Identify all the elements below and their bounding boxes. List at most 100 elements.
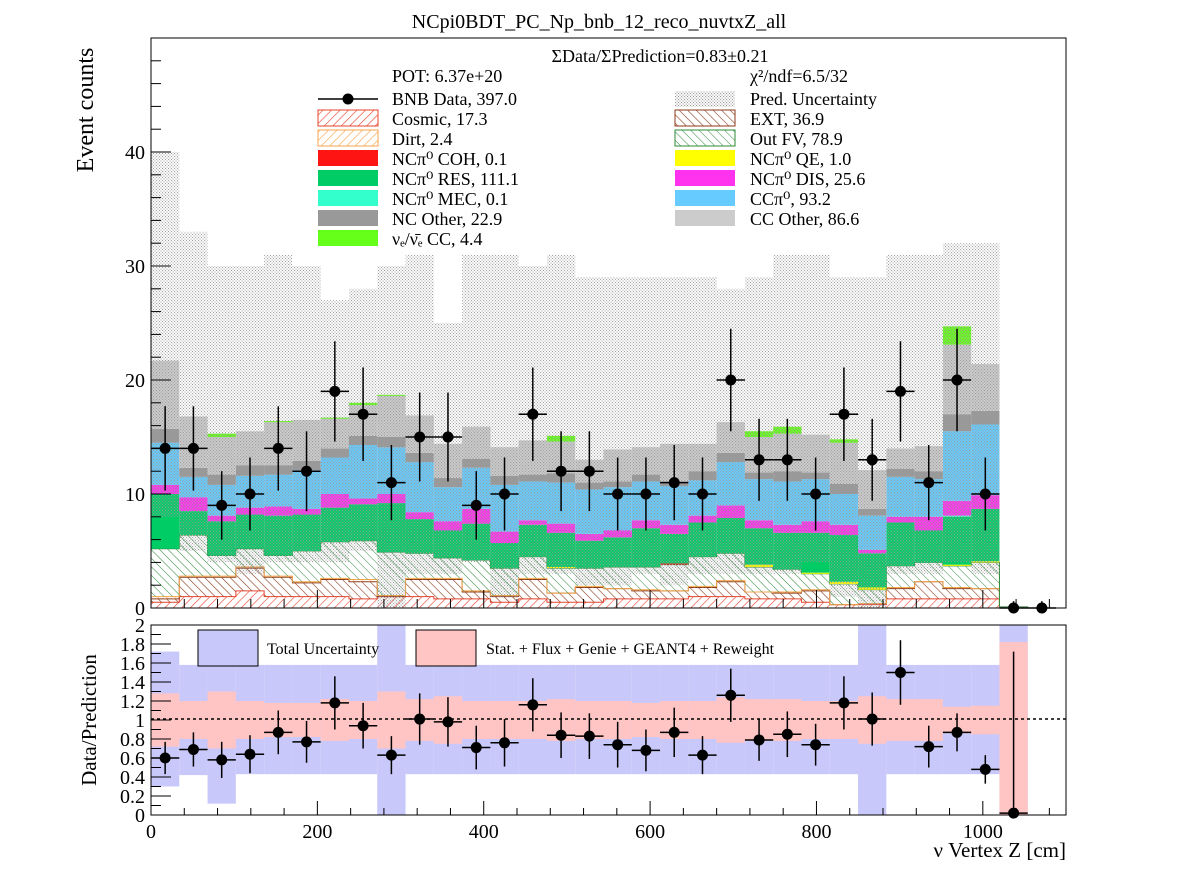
bar-cosmic <box>151 602 180 608</box>
ratio-point <box>801 723 830 766</box>
chart-title: NCpi0BDT_PC_Np_bnb_12_reco_nuvtxZ_all <box>412 11 787 33</box>
data-point <box>886 341 915 442</box>
data-marker <box>301 465 313 477</box>
ratio-data-points <box>151 640 1028 819</box>
ratio-point <box>490 719 519 767</box>
legend-label-ext: EXT, 36.9 <box>750 109 824 129</box>
data-marker <box>159 442 171 454</box>
x-tick-label: 600 <box>635 821 665 843</box>
data-point <box>971 457 1000 531</box>
bar-cosmic <box>773 598 802 608</box>
data-point <box>490 457 519 531</box>
bar-cosmic <box>518 598 547 608</box>
y-tick-label: 10 <box>125 484 145 506</box>
data-marker <box>329 385 341 397</box>
ratio-marker <box>894 667 906 678</box>
x-tick-label: 0 <box>146 821 156 843</box>
data-point <box>179 406 208 491</box>
bar-ext <box>490 596 519 603</box>
ratio-marker <box>442 716 454 728</box>
pred-unc-bin <box>546 254 576 574</box>
ratio-axes: 00.20.40.60.811.21.41.61.82 0 200 400 600 800… <box>120 615 1050 843</box>
data-point <box>433 392 463 482</box>
data-point <box>546 431 576 512</box>
ratio-y-tick-label: 2 <box>135 615 145 637</box>
data-marker <box>555 465 567 477</box>
pot-text: POT: 6.37e+20 <box>392 66 502 86</box>
data-point <box>518 367 547 461</box>
ratio-marker <box>1008 807 1020 819</box>
legend-entry-bnb-data: BNB Data, 397.0 <box>318 89 517 109</box>
ratio-marker <box>470 742 482 754</box>
bar-cosmic <box>292 596 321 608</box>
ratio-y-tick-label: 1.4 <box>120 672 145 694</box>
ratio-y-tick-label: 0.8 <box>120 729 145 751</box>
ratio-point <box>688 736 717 775</box>
ratio-marker <box>499 737 511 749</box>
ratio-point <box>320 676 349 730</box>
ratio-y-tick-label: 1.6 <box>120 653 145 675</box>
data-marker <box>442 431 454 443</box>
bar-ext <box>462 592 491 599</box>
syst-unc-bin <box>971 705 1000 735</box>
ratio-marker <box>414 713 426 725</box>
ratio-marker <box>583 730 595 742</box>
data-marker <box>612 488 624 500</box>
ratio-y-tick-label: 1.8 <box>120 634 145 656</box>
ratio-summary-text: ΣData/ΣPrediction=0.83±0.21 <box>552 46 769 66</box>
legend-label-cc-pi0: CCπ⁰, 93.2 <box>750 189 831 209</box>
bar-ext <box>151 598 180 603</box>
bar-cosmic <box>886 598 915 608</box>
data-point <box>942 328 972 432</box>
ratio-y-tick-label: 0 <box>135 805 145 827</box>
data-point <box>801 457 830 531</box>
bar-dirt <box>631 589 661 591</box>
data-marker <box>725 374 737 386</box>
bar-ext <box>575 587 604 603</box>
ratio-marker <box>866 713 878 725</box>
ratio-point <box>377 736 406 775</box>
legend-entry-cc-other: CC Other, 86.6 <box>675 209 859 229</box>
legend-entry-nc-qe: NCπ⁰ QE, 1.0 <box>675 149 851 169</box>
ratio-point <box>179 732 208 767</box>
bar-ext <box>292 582 321 597</box>
data-marker <box>894 385 906 397</box>
ratio-marker <box>668 726 680 738</box>
bar-cosmic <box>405 596 434 608</box>
ratio-marker <box>923 741 935 753</box>
legend-entry-nue-cc: νₑ/ν̄ₑ CC, 4.4 <box>318 229 483 249</box>
bar-dirt <box>292 581 321 583</box>
ratio-marker <box>385 749 397 761</box>
data-marker <box>470 499 482 511</box>
bar-dirt <box>348 579 378 582</box>
ratio-point <box>773 711 802 758</box>
syst-unc-bin <box>886 699 915 741</box>
ratio-point <box>914 725 943 768</box>
ratio-marker <box>216 754 228 766</box>
x-tick-label: 1000 <box>963 821 1003 843</box>
data-marker <box>272 442 284 454</box>
legend-label-syst-unc: Stat. + Flux + Genie + GEANT4 + Reweight <box>486 641 775 658</box>
legend-entry-outfv: Out FV, 78.9 <box>674 129 843 149</box>
data-marker <box>640 488 652 500</box>
data-point <box>858 418 887 501</box>
ratio-y-axis-label: Data/Prediction <box>77 654 101 786</box>
ratio-plot: 00.20.40.60.811.21.41.61.82 0 200 400 600 800… <box>77 615 1067 862</box>
x-tick-label: 400 <box>469 821 499 843</box>
legend-label-nue-cc: νₑ/ν̄ₑ CC, 4.4 <box>392 229 483 249</box>
data-marker <box>696 488 708 500</box>
data-marker <box>499 488 511 500</box>
bar-ext <box>688 587 717 597</box>
bar-ext <box>631 590 661 599</box>
legend-entry-nc-other: NC Other, 22.9 <box>318 209 502 229</box>
data-point <box>773 418 802 501</box>
data-marker <box>668 477 680 489</box>
data-marker <box>810 488 822 500</box>
data-marker <box>951 374 963 386</box>
data-point <box>575 431 604 512</box>
bar-outfv <box>462 560 491 591</box>
bar-ext <box>603 588 632 599</box>
data-marker <box>385 477 397 489</box>
legend-label-nc-qe: NCπ⁰ QE, 1.0 <box>750 149 851 169</box>
bar-cosmic <box>179 596 208 608</box>
